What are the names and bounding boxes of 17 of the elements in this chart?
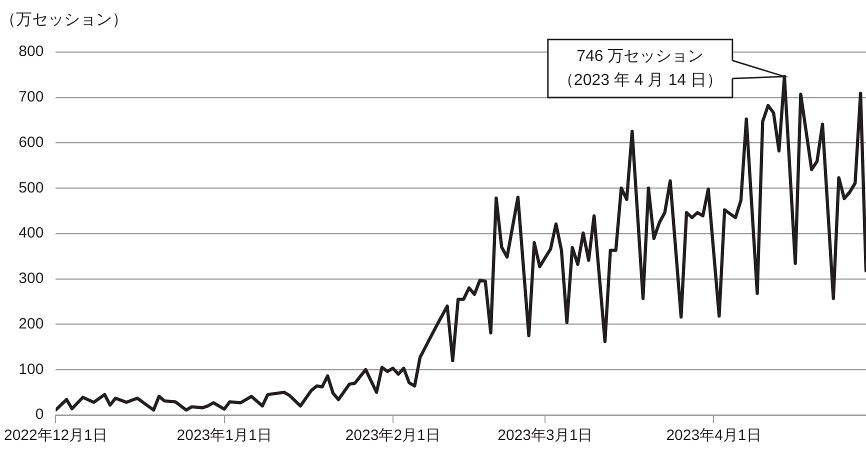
y-tick-label: 700: [18, 88, 44, 106]
y-tick-label: 300: [18, 270, 44, 288]
y-tick-label: 600: [18, 134, 44, 151]
x-tick-label: 2023年3月1日: [498, 427, 593, 444]
y-tick-label: 0: [35, 406, 44, 424]
y-tick-label: 800: [18, 43, 44, 60]
annotation: （2023 年 4 月 14 日）: [558, 72, 722, 89]
y-tick-label: 100: [18, 360, 44, 378]
y-tick-label: 200: [18, 315, 44, 332]
x-tick-label: 2023年4月1日: [666, 427, 762, 444]
x-tick-label: 2022年12月1日: [4, 427, 108, 444]
annotation: 746 万セッション: [576, 48, 704, 65]
x-tick-label: 2023年2月1日: [345, 427, 440, 444]
y-tick-label: 400: [18, 224, 44, 242]
y-tick-label: 500: [18, 179, 44, 196]
x-tick-label: 2023年1月1日: [176, 427, 272, 444]
y-axis-title: （万セッション）: [0, 11, 128, 28]
